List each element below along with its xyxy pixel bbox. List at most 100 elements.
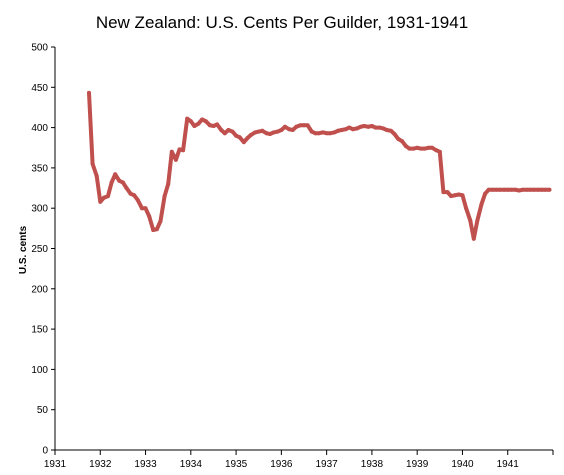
chart-title: New Zealand: U.S. Cents Per Guilder, 193… (96, 13, 468, 32)
data-point (475, 218, 480, 223)
data-point (87, 90, 91, 95)
data-point (441, 190, 446, 195)
x-tick-label: 1938 (361, 459, 384, 470)
x-tick-label: 1941 (497, 459, 520, 470)
data-point (543, 187, 548, 192)
data-point (426, 145, 431, 150)
y-axis-ticks: 0 50 100 150 200 250 300 350 400 450 500 (31, 43, 55, 457)
data-point (347, 125, 352, 130)
data-point (264, 131, 269, 136)
data-point (430, 145, 435, 150)
y-tick-label: 250 (31, 244, 48, 255)
y-tick-label: 450 (31, 83, 48, 94)
x-tick-label: 1935 (225, 459, 248, 470)
x-tick-label: 1931 (44, 459, 67, 470)
data-point (388, 128, 393, 133)
data-point (411, 146, 416, 151)
data-point (400, 139, 405, 144)
data-point (343, 127, 348, 132)
data-point (275, 129, 280, 134)
x-tick-label: 1940 (451, 459, 474, 470)
data-point (332, 130, 337, 135)
data-point (324, 131, 329, 136)
data-points (87, 90, 552, 241)
data-point (309, 129, 314, 134)
data-point (271, 130, 276, 135)
data-point (524, 187, 529, 192)
data-point (185, 116, 190, 121)
data-point (350, 127, 355, 132)
data-point (268, 132, 272, 136)
data-point (449, 194, 454, 199)
data-point (207, 123, 212, 128)
data-point (109, 180, 114, 185)
data-point (471, 236, 476, 241)
data-point (355, 126, 359, 131)
data-point (173, 157, 178, 162)
data-point (373, 125, 378, 130)
y-tick-label: 150 (31, 325, 48, 336)
data-point (328, 131, 333, 136)
data-point (234, 133, 239, 138)
data-point (139, 206, 144, 211)
data-point (192, 124, 197, 128)
y-tick-label: 0 (42, 446, 48, 457)
data-point (158, 219, 163, 224)
data-point (287, 127, 292, 132)
data-point (381, 126, 386, 131)
data-point (302, 123, 306, 128)
data-point (464, 206, 469, 211)
data-point (494, 187, 499, 192)
data-point (245, 136, 250, 141)
y-tick-label: 50 (37, 405, 49, 416)
data-point (215, 122, 220, 127)
series-line (87, 90, 552, 241)
data-point (230, 129, 235, 134)
data-point (203, 119, 208, 124)
data-point (418, 146, 423, 151)
data-point (222, 131, 227, 136)
data-point (169, 149, 174, 154)
data-point (483, 191, 488, 196)
data-point (249, 132, 253, 137)
data-point (101, 195, 106, 200)
data-point (392, 132, 397, 136)
data-point (166, 182, 171, 186)
data-point (536, 187, 541, 192)
data-point (539, 187, 544, 192)
data-point (298, 123, 303, 128)
data-point (513, 187, 518, 192)
data-point (366, 124, 371, 129)
data-point (479, 202, 484, 207)
data-point (279, 128, 284, 132)
data-point (132, 193, 137, 198)
y-tick-label: 300 (31, 204, 48, 215)
y-tick-label: 500 (31, 43, 48, 54)
data-point (294, 124, 299, 129)
data-point (147, 214, 152, 219)
data-point (520, 187, 525, 192)
data-point (253, 130, 258, 135)
data-point (316, 131, 321, 136)
data-point (290, 128, 295, 132)
data-point (321, 130, 325, 135)
data-point (509, 187, 514, 192)
data-point (260, 128, 265, 133)
data-point (177, 147, 182, 152)
data-point (162, 194, 167, 199)
data-point (124, 186, 129, 191)
data-point (532, 187, 536, 192)
x-tick-label: 1939 (406, 459, 429, 470)
data-point (407, 146, 412, 151)
data-point (358, 124, 363, 129)
data-point (196, 121, 201, 126)
x-tick-label: 1932 (89, 459, 112, 470)
data-point (98, 199, 103, 204)
data-point (498, 187, 502, 192)
data-point (241, 140, 246, 145)
data-point (336, 128, 340, 133)
data-point (403, 144, 408, 149)
data-point (460, 193, 465, 198)
data-point (305, 123, 310, 128)
